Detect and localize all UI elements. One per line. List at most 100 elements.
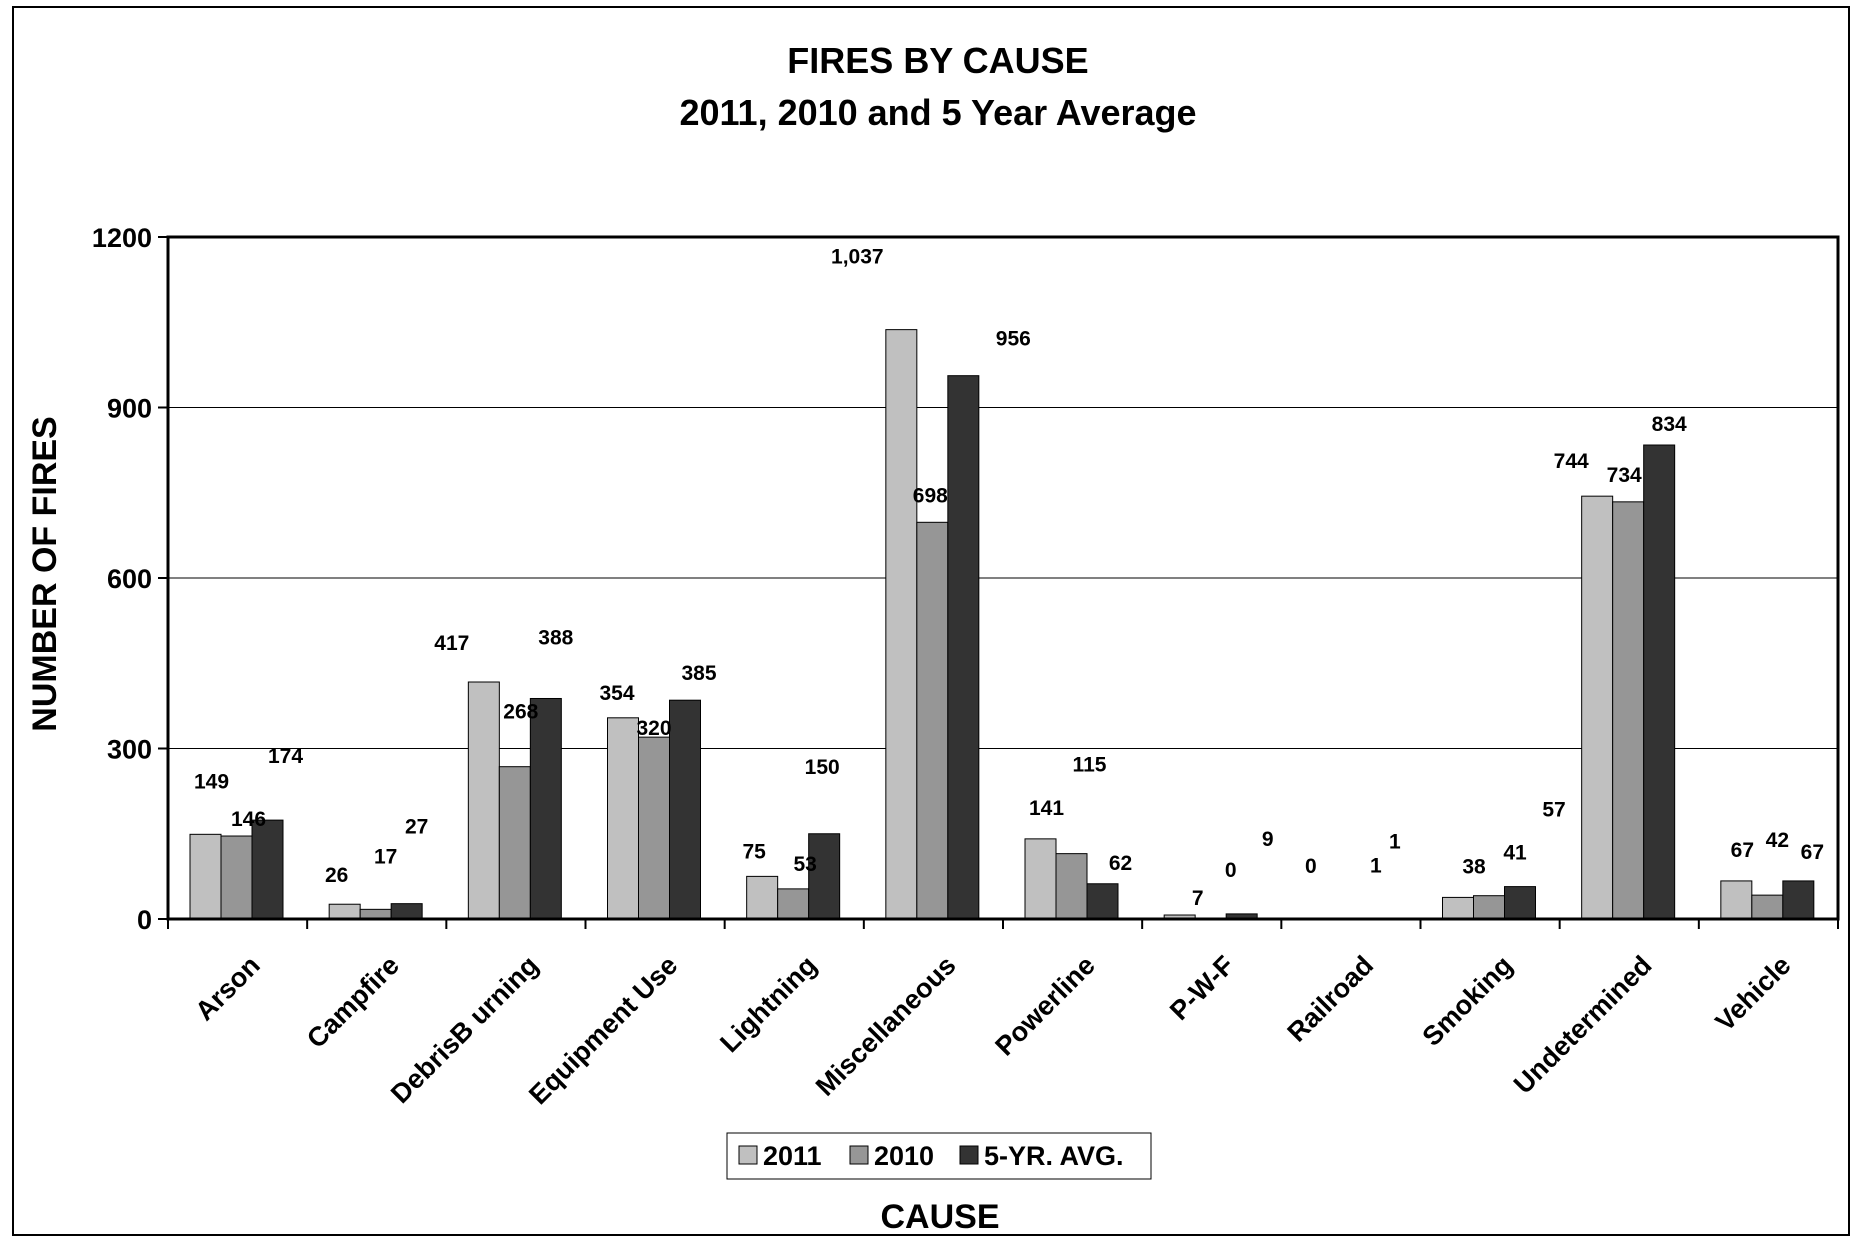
- legend-label: 5-YR. AVG.: [984, 1141, 1124, 1171]
- data-label: 67: [1731, 839, 1754, 862]
- bar-5-yr-avg-debrisb-urning: [529, 697, 562, 920]
- legend-box: [726, 1132, 1152, 1180]
- bar-2011-lightning: [746, 875, 779, 920]
- x-category-label: Vehicle: [1710, 950, 1797, 1037]
- data-label: 57: [1542, 799, 1565, 822]
- bar-2011-arson: [189, 833, 222, 920]
- y-tick-label: 1200: [92, 223, 152, 253]
- data-label: 354: [599, 682, 634, 705]
- bar-2010-equipment-use: [638, 736, 670, 920]
- x-category-label: Equipment Use: [523, 950, 683, 1110]
- bar-2010-powerline: [1055, 853, 1088, 920]
- data-label: 149: [194, 770, 229, 793]
- bar-2011-debrisb-urning: [467, 681, 500, 920]
- bar-2010-lightning: [777, 888, 810, 920]
- data-label: 115: [1073, 754, 1107, 777]
- bar-5-yr-avg-arson: [251, 819, 284, 920]
- data-label: 141: [1029, 797, 1064, 820]
- data-label: 0: [1225, 859, 1237, 882]
- data-label: 42: [1766, 829, 1789, 852]
- bar-2011-smoking: [1442, 896, 1474, 920]
- data-label: 62: [1109, 852, 1132, 875]
- y-tick-label: 0: [137, 905, 152, 935]
- data-label: 150: [805, 756, 840, 779]
- legend-swatch: [959, 1145, 979, 1165]
- data-label: 1,037: [831, 246, 884, 269]
- data-label: 41: [1503, 842, 1527, 865]
- bars-group: [189, 329, 1815, 920]
- chart-subtitle: 2011, 2010 and 5 Year Average: [679, 92, 1196, 133]
- x-category-label: Campfire: [301, 950, 405, 1054]
- bar-2011-vehicle: [1720, 880, 1753, 920]
- data-label: 417: [434, 632, 469, 655]
- y-axis-ticks: 0 300 600 900 1200: [92, 223, 168, 935]
- data-label: 75: [742, 840, 766, 863]
- legend-swatch: [849, 1145, 869, 1165]
- legend: 2011 2010 5-YR. AVG.: [726, 1132, 1152, 1180]
- data-label: 9: [1262, 828, 1274, 851]
- data-label: 388: [538, 626, 573, 649]
- data-label: 385: [681, 662, 716, 685]
- data-label: 53: [793, 853, 816, 876]
- bar-5-yr-avg-miscellaneous: [947, 375, 980, 920]
- data-label: 0: [1305, 855, 1317, 878]
- data-label: 320: [636, 717, 671, 740]
- x-category-label: DebrisB urning: [385, 950, 544, 1109]
- data-label: 744: [1554, 450, 1589, 473]
- x-category-label: Smoking: [1416, 950, 1518, 1052]
- legend-swatch: [738, 1145, 758, 1165]
- bar-5-yr-avg-undetermined: [1643, 444, 1676, 920]
- bar-5-yr-avg-lightning: [808, 833, 841, 920]
- data-labels: 1491461742617274172683883543203857553150…: [194, 246, 1824, 910]
- bar-5-yr-avg-powerline: [1086, 883, 1119, 920]
- data-label: 67: [1801, 841, 1824, 864]
- x-category-label: Arson: [189, 950, 265, 1026]
- x-category-label: Undetermined: [1508, 950, 1658, 1100]
- y-tick-label: 600: [107, 564, 152, 594]
- bar-5-yr-avg-smoking: [1504, 886, 1536, 920]
- bar-2010-smoking: [1473, 895, 1505, 920]
- data-label: 7: [1192, 887, 1204, 910]
- bar-5-yr-avg-campfire: [390, 903, 423, 920]
- x-category-label: Miscellaneous: [810, 950, 962, 1102]
- legend-label: 2011: [763, 1141, 822, 1171]
- x-category-label: Railroad: [1282, 950, 1380, 1048]
- data-label: 956: [996, 328, 1031, 351]
- data-label: 17: [374, 845, 397, 868]
- y-tick-label: 300: [107, 735, 152, 765]
- bar-2011-equipment-use: [607, 717, 639, 920]
- data-label: 27: [405, 816, 428, 839]
- data-label: 268: [503, 701, 538, 724]
- bar-2011-powerline: [1024, 838, 1057, 920]
- bar-2011-undetermined: [1581, 495, 1614, 920]
- bar-2010-vehicle: [1751, 894, 1784, 920]
- x-category-label: Lightning: [714, 950, 822, 1058]
- data-label: 38: [1462, 855, 1486, 878]
- data-label: 26: [325, 864, 348, 887]
- legend-label: 2010: [874, 1141, 934, 1171]
- data-label: 1: [1370, 854, 1382, 877]
- bar-2010-miscellaneous: [916, 521, 949, 920]
- data-label: 834: [1652, 413, 1687, 436]
- data-label: 146: [231, 808, 266, 831]
- y-tick-label: 900: [107, 394, 152, 424]
- bar-2010-undetermined: [1612, 501, 1645, 920]
- data-label: 698: [913, 484, 948, 507]
- bar-2010-arson: [220, 835, 253, 920]
- x-axis-title: CAUSE: [880, 1198, 999, 1236]
- bar-2010-debrisb-urning: [498, 766, 531, 920]
- gridlines: [168, 407, 1838, 749]
- data-label: 174: [268, 745, 303, 768]
- data-label: 1: [1389, 830, 1401, 853]
- chart-title: FIRES BY CAUSE: [787, 40, 1088, 81]
- x-category-label: P-W-F: [1164, 950, 1240, 1026]
- bar-2011-campfire: [328, 903, 361, 920]
- y-axis-title: NUMBER OF FIRES: [26, 416, 64, 731]
- bar-5-yr-avg-vehicle: [1782, 880, 1815, 920]
- bar-5-yr-avg-equipment-use: [669, 699, 701, 920]
- x-category-label: Powerline: [989, 950, 1100, 1061]
- data-label: 734: [1607, 464, 1642, 487]
- bar-2011-miscellaneous: [885, 329, 918, 920]
